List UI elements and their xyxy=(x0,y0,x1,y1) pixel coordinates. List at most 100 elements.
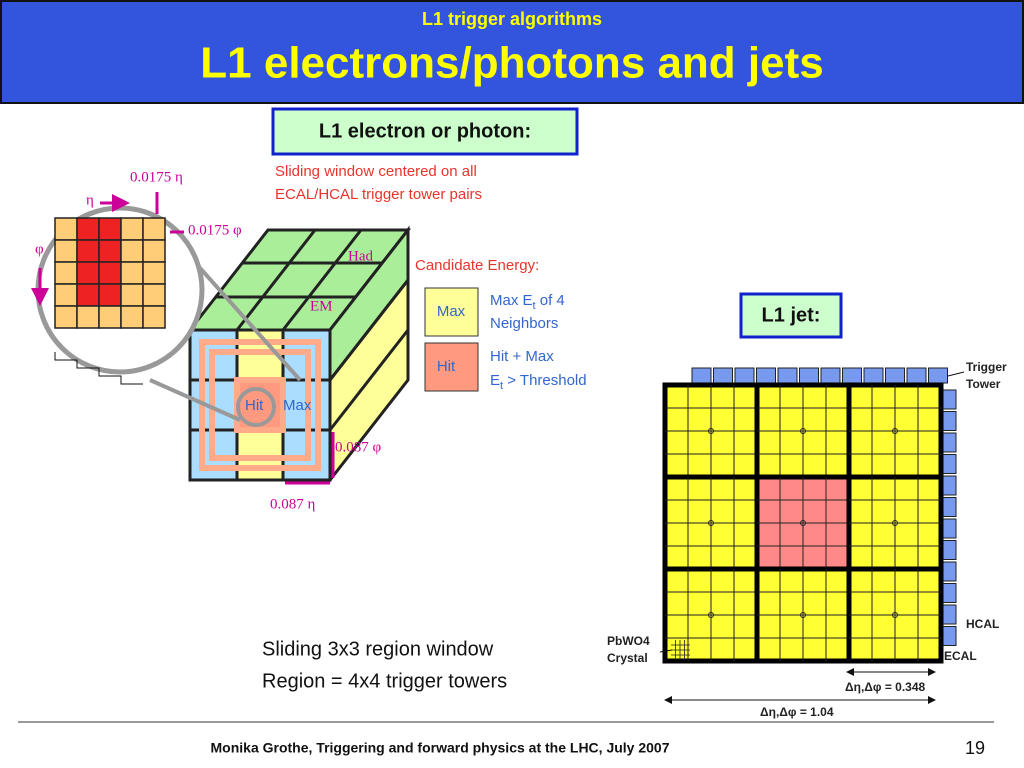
region-center xyxy=(800,520,806,526)
text: Max E xyxy=(490,292,533,309)
crystal-grid xyxy=(54,217,166,329)
crystal xyxy=(98,305,122,329)
crystal xyxy=(98,239,122,263)
crystal xyxy=(120,217,144,241)
crystal xyxy=(98,283,122,307)
crystal xyxy=(76,239,100,263)
trigger-tower xyxy=(928,367,948,384)
region-center xyxy=(800,612,806,618)
jet-note: Sliding 3x3 region window xyxy=(262,638,494,660)
description: ECAL/HCAL trigger tower pairs xyxy=(275,186,482,203)
trigger-tower xyxy=(820,367,841,384)
egamma-heading-box xyxy=(271,107,579,156)
subtitle: L1 trigger algorithms xyxy=(422,9,602,29)
jet-note: Region = 4x4 trigger towers xyxy=(262,670,507,692)
crystal xyxy=(54,261,78,285)
trigger-tower xyxy=(842,367,862,384)
trigger-tower xyxy=(756,367,776,384)
crystal xyxy=(142,217,166,241)
jet-grid xyxy=(659,367,957,664)
trigger-tower xyxy=(777,367,798,384)
legend-text: Neighbors xyxy=(490,315,558,332)
crystal xyxy=(98,261,122,285)
region-center xyxy=(800,428,806,434)
hit-box xyxy=(424,342,479,392)
jet-heading: L1 jet: xyxy=(762,304,821,326)
max-box-label: Max xyxy=(437,303,466,320)
phi-label: φ xyxy=(35,241,44,257)
trigger-tower xyxy=(863,367,884,384)
tower-phi: 0.087 φ xyxy=(335,439,382,455)
region-center xyxy=(892,428,898,434)
crystal xyxy=(76,261,100,285)
crystal xyxy=(76,283,100,307)
crystal-label: PbWO4 xyxy=(607,634,650,648)
hcal-label: HCAL xyxy=(966,617,999,631)
em-label: EM xyxy=(310,298,333,314)
legend-text: Hit + Max xyxy=(490,348,554,365)
trigger-tower xyxy=(799,367,819,384)
region-center xyxy=(892,612,898,618)
pointer xyxy=(659,649,673,653)
region-center xyxy=(892,520,898,526)
crystal xyxy=(54,217,78,241)
hit-box-label: Hit xyxy=(437,358,456,375)
trigger-tower-label: Tower xyxy=(966,377,1001,391)
crystal-steps xyxy=(54,352,143,385)
pointer xyxy=(947,371,965,377)
header-bar xyxy=(0,0,1024,104)
zoom-circle-small xyxy=(236,387,276,427)
crystal xyxy=(76,305,100,329)
window-size: Δη,Δφ = 1.04 xyxy=(760,705,834,719)
region-center xyxy=(708,520,714,526)
text: of 4 xyxy=(536,292,565,309)
trigger-tower-label: Trigger xyxy=(966,360,1007,374)
text: > Threshold xyxy=(503,372,587,389)
trigger-tower xyxy=(885,367,905,384)
crystal-label: Crystal xyxy=(607,651,648,665)
text: E xyxy=(490,372,500,389)
crystal xyxy=(120,239,144,263)
candidate-heading: Candidate Energy: xyxy=(415,257,539,274)
jet-heading-box xyxy=(739,292,843,339)
legend-text: Max Et of 4 xyxy=(490,292,565,312)
subscript: t xyxy=(533,300,536,312)
trigger-tower xyxy=(691,367,712,384)
title: L1 electrons/photons and jets xyxy=(200,39,823,88)
region-center xyxy=(708,428,714,434)
crystal xyxy=(142,283,166,307)
crystal xyxy=(98,217,122,241)
crystal xyxy=(54,239,78,263)
egamma-heading: L1 electron or photon: xyxy=(319,120,531,142)
zoom-line xyxy=(149,378,241,422)
crystal xyxy=(142,239,166,263)
description: Sliding window centered on all xyxy=(275,163,477,180)
trigger-tower xyxy=(713,367,733,384)
trigger-tower xyxy=(906,367,927,384)
crystal xyxy=(54,305,78,329)
legend-text: Et > Threshold xyxy=(490,372,587,392)
tower-eta: 0.087 η xyxy=(270,496,316,512)
page-number: 19 xyxy=(965,738,985,758)
max-label: Max xyxy=(283,397,312,414)
region-center xyxy=(708,612,714,618)
had-label: Had xyxy=(348,248,373,264)
crystal xyxy=(54,283,78,307)
max-box xyxy=(424,287,479,337)
crystal xyxy=(76,217,100,241)
subscript: t xyxy=(500,380,503,392)
crystal xyxy=(142,261,166,285)
ecal-label: ECAL xyxy=(944,649,977,663)
crystal-eta: 0.0175 η xyxy=(130,169,183,185)
hit-label: Hit xyxy=(245,397,264,414)
crystal xyxy=(142,305,166,329)
eta-label: η xyxy=(86,192,94,208)
crystal xyxy=(120,305,144,329)
trigger-tower xyxy=(734,367,755,384)
footer-text: Monika Grothe, Triggering and forward ph… xyxy=(211,740,670,756)
crystal-phi: 0.0175 φ xyxy=(188,222,242,238)
crystal xyxy=(120,283,144,307)
region-size: Δη,Δφ = 0.348 xyxy=(845,680,926,694)
crystal xyxy=(120,261,144,285)
